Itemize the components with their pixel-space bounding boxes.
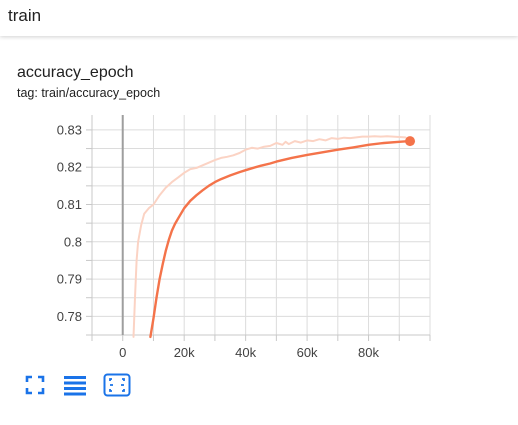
toggle-lines-button[interactable] — [62, 372, 88, 398]
fit-domain-button[interactable] — [102, 372, 132, 398]
chart-tag: tag: train/accuracy_epoch — [17, 86, 161, 100]
chart-axes — [86, 115, 431, 341]
last-point-marker — [405, 136, 416, 147]
x-tick-label: 0 — [119, 345, 126, 360]
chart-title: accuracy_epoch — [17, 64, 134, 81]
lines-icon — [64, 376, 86, 396]
x-tick-label: 60k — [297, 345, 318, 360]
x-tick-label: 20k — [174, 345, 195, 360]
smoothed-series-line — [149, 139, 412, 339]
fullscreen-button[interactable] — [22, 372, 48, 398]
y-tick-label: 0.82 — [57, 160, 82, 175]
chart-tick-labels: 0 20k 40k 60k 80k 0.78 0.79 0.8 0.81 0.82 0.83 — [57, 122, 380, 360]
run-header: train — [0, 0, 518, 36]
raw-series-line — [132, 135, 407, 338]
y-tick-label: 0.78 — [57, 309, 82, 324]
chart-series — [132, 135, 416, 339]
accuracy-chart[interactable]: 0 20k 40k 60k 80k 0.78 0.79 0.8 0.81 0.82 0.83 — [0, 100, 518, 370]
run-title: train — [8, 6, 42, 25]
x-tick-label: 80k — [358, 345, 379, 360]
y-tick-label: 0.8 — [64, 234, 82, 249]
x-tick-label: 40k — [235, 345, 256, 360]
y-tick-label: 0.83 — [57, 122, 82, 137]
y-tick-label: 0.79 — [57, 272, 82, 287]
y-tick-label: 0.81 — [57, 197, 82, 212]
fullscreen-icon — [25, 375, 45, 395]
fit-domain-icon — [103, 373, 131, 397]
